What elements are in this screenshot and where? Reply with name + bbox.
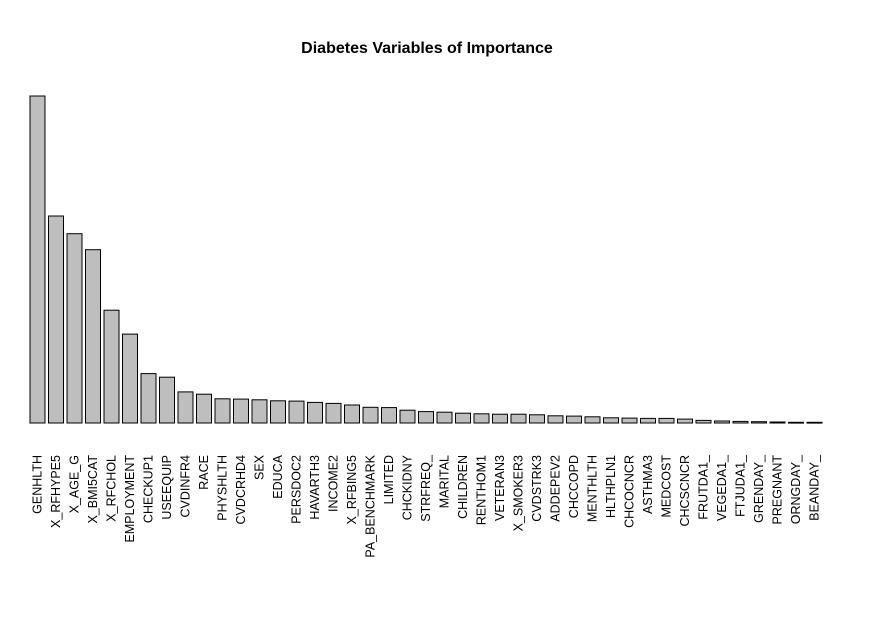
bar-ftjuda1- bbox=[732, 420, 749, 424]
bar-grenday- bbox=[751, 421, 767, 424]
bar-chcocncr bbox=[621, 417, 638, 424]
x-tick-label: X_RFCHOL bbox=[105, 455, 119, 522]
bar-addepev2 bbox=[547, 415, 564, 424]
bars-group bbox=[29, 95, 823, 424]
bar-x-smoker3 bbox=[510, 413, 527, 424]
bar-frutda1- bbox=[695, 419, 712, 424]
bar-persdoc2 bbox=[288, 400, 305, 424]
bar-genhlth bbox=[29, 95, 46, 424]
x-tick-label: X_AGE_G bbox=[68, 455, 82, 513]
x-tick-label: FTJUDA1_ bbox=[734, 454, 748, 517]
x-tick-label: ORNGDAY_ bbox=[789, 454, 803, 524]
x-tick-label: X_BMI5CAT bbox=[86, 455, 100, 524]
bar-x-bmi5cat bbox=[85, 249, 101, 424]
x-tick-label: INCOME2 bbox=[327, 455, 341, 512]
x-tick-label: STRFREQ_ bbox=[419, 454, 433, 522]
bar-cvdstrk3 bbox=[529, 414, 545, 424]
x-tick-label: MARITAL bbox=[438, 455, 452, 508]
x-tick-label: PREGNANT bbox=[771, 455, 785, 525]
x-tick-label: CHCKIDNY bbox=[401, 454, 415, 520]
bar-chccopd bbox=[566, 415, 582, 424]
x-tick-label: CHCCOPD bbox=[567, 455, 581, 518]
bar-vegeda1- bbox=[714, 420, 730, 424]
x-tick-label: CHCOCNCR bbox=[623, 455, 637, 528]
x-tick-label: RACE bbox=[197, 455, 211, 490]
x-tick-label: HLTHPLN1 bbox=[604, 455, 618, 518]
bar-checkup1 bbox=[140, 373, 157, 424]
x-tick-label: CVDSTRK3 bbox=[530, 455, 544, 522]
x-tick-label: HAVARTH3 bbox=[308, 455, 322, 520]
x-tick-label: CVDINFR4 bbox=[179, 455, 193, 518]
x-tick-label: LIMITED bbox=[382, 455, 396, 504]
bar-educa bbox=[270, 400, 286, 424]
x-tick-label: ASTHMA3 bbox=[641, 455, 655, 514]
bar-menthlth bbox=[584, 416, 601, 424]
x-tick-label: VEGEDA1_ bbox=[715, 454, 729, 521]
bar-limited bbox=[381, 407, 397, 424]
bar-pa-benchmark bbox=[362, 406, 379, 424]
bar-children bbox=[455, 412, 471, 424]
bar-chckidny bbox=[399, 409, 416, 424]
x-tick-label: BEANDAY_ bbox=[808, 454, 822, 521]
x-tick-label: PA_BENCHMARK bbox=[364, 454, 378, 557]
bar-useequip bbox=[159, 376, 175, 424]
bar-race bbox=[196, 393, 212, 424]
bar-employment bbox=[122, 333, 138, 424]
bar-physhlth bbox=[214, 398, 231, 424]
x-tick-label: VETERAN3 bbox=[493, 455, 507, 521]
bar-x-rfchol bbox=[103, 309, 120, 424]
x-tick-label: RENTHOM1 bbox=[475, 455, 489, 525]
x-tick-label: GENHLTH bbox=[31, 455, 45, 514]
x-tick-label: X_RFHYPE5 bbox=[49, 455, 63, 528]
bar-chcscncr bbox=[677, 418, 693, 424]
x-tick-label: MENTHLTH bbox=[586, 455, 600, 522]
bar-havarth3 bbox=[307, 401, 323, 424]
bar-income2 bbox=[325, 402, 342, 424]
x-tick-label: MEDCOST bbox=[660, 455, 674, 518]
bar-pregnant bbox=[769, 421, 786, 424]
x-tick-label: X_RFBING5 bbox=[345, 455, 359, 525]
x-tick-label: EMPLOYMENT bbox=[123, 455, 137, 543]
bar-orngday- bbox=[788, 421, 804, 424]
bar-veteran3 bbox=[492, 413, 508, 424]
bar-x-rfhype5 bbox=[48, 215, 64, 424]
x-tick-label: CHILDREN bbox=[456, 455, 470, 519]
bar-sex bbox=[251, 399, 268, 424]
bar-strfreq- bbox=[418, 411, 434, 424]
bar-medcost bbox=[658, 417, 675, 424]
x-tick-label: GRENDAY_ bbox=[752, 454, 766, 523]
bar-cvdinfr4 bbox=[177, 391, 194, 424]
x-tick-label: CHECKUP1 bbox=[142, 455, 156, 523]
bar-x-rfbing5 bbox=[344, 404, 360, 424]
x-tick-label: PHYSHLTH bbox=[216, 455, 230, 521]
x-tick-label: CVDCRHD4 bbox=[234, 455, 248, 525]
x-tick-label: PERSDOC2 bbox=[290, 455, 304, 524]
x-tick-label: X_SMOKER3 bbox=[512, 455, 526, 531]
x-tick-label: FRUTDA1_ bbox=[697, 454, 711, 520]
bar-renthom1 bbox=[473, 413, 490, 424]
bar-beanday- bbox=[806, 421, 823, 424]
bar-cvdcrhd4 bbox=[233, 398, 249, 424]
bar-marital bbox=[436, 411, 453, 424]
tick-labels-group: GENHLTH X_RFHYPE5 X_AGE_G X_BMI5CAT X_RFCHOL… bbox=[31, 454, 822, 558]
bar-x-age-g bbox=[66, 233, 83, 424]
bar-hlthpln1 bbox=[603, 417, 619, 424]
x-tick-label: EDUCA bbox=[271, 454, 285, 498]
x-tick-label: USEEQUIP bbox=[160, 455, 174, 520]
chart-title: Diabetes Variables of Importance bbox=[301, 40, 553, 57]
x-tick-label: ADDEPEV2 bbox=[549, 455, 563, 522]
x-tick-label: SEX bbox=[253, 454, 267, 480]
bar-asthma3 bbox=[640, 417, 656, 424]
x-tick-label: CHCSCNCR bbox=[678, 455, 692, 527]
